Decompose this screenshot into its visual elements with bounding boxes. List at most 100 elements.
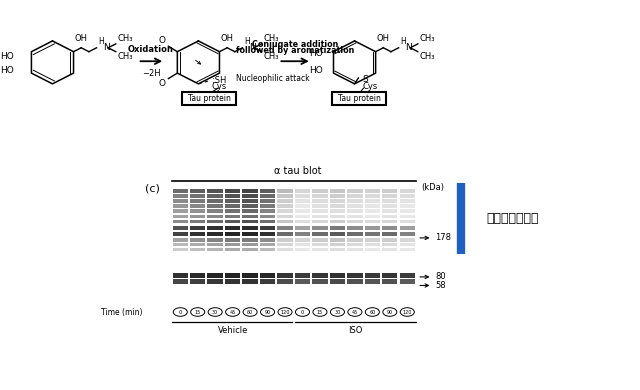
Bar bbox=[295, 243, 310, 246]
Bar bbox=[295, 204, 310, 208]
Bar bbox=[225, 209, 241, 213]
Bar bbox=[347, 194, 363, 198]
Bar bbox=[399, 194, 415, 198]
Text: CH₃: CH₃ bbox=[118, 53, 133, 62]
Bar bbox=[243, 199, 258, 203]
Bar bbox=[260, 215, 275, 218]
Bar bbox=[295, 232, 310, 236]
Bar bbox=[347, 209, 363, 213]
Text: OH: OH bbox=[75, 34, 88, 43]
Text: 58: 58 bbox=[420, 281, 446, 290]
Bar bbox=[173, 226, 188, 230]
Bar bbox=[277, 199, 292, 203]
Bar bbox=[312, 199, 328, 203]
Bar bbox=[207, 194, 223, 198]
Text: CH₃: CH₃ bbox=[118, 34, 133, 43]
Text: :SH: :SH bbox=[212, 76, 226, 85]
Text: 30: 30 bbox=[334, 310, 340, 314]
Bar bbox=[399, 238, 415, 241]
Bar bbox=[243, 248, 258, 251]
Bar bbox=[347, 189, 363, 193]
Text: α tau blot: α tau blot bbox=[275, 166, 322, 176]
Bar bbox=[207, 279, 223, 284]
Bar bbox=[312, 232, 328, 236]
Bar bbox=[260, 194, 275, 198]
Bar bbox=[330, 238, 345, 241]
Bar bbox=[260, 199, 275, 203]
Text: S: S bbox=[362, 74, 368, 84]
Bar bbox=[399, 226, 415, 230]
Bar bbox=[330, 189, 345, 193]
Bar bbox=[330, 194, 345, 198]
Bar bbox=[277, 248, 292, 251]
Bar bbox=[225, 243, 241, 246]
Bar bbox=[277, 194, 292, 198]
Text: Oxidation: Oxidation bbox=[128, 45, 174, 54]
Bar bbox=[382, 273, 397, 278]
Bar bbox=[225, 226, 241, 230]
Bar bbox=[312, 204, 328, 208]
Bar bbox=[243, 226, 258, 230]
Bar bbox=[277, 243, 292, 246]
Bar bbox=[190, 232, 205, 236]
Bar bbox=[295, 248, 310, 251]
Bar bbox=[207, 248, 223, 251]
Bar bbox=[295, 273, 310, 278]
Bar bbox=[260, 226, 275, 230]
Text: 15: 15 bbox=[317, 310, 323, 314]
Bar bbox=[190, 215, 205, 218]
Text: 60: 60 bbox=[247, 310, 253, 314]
Text: Nucleophilic attack: Nucleophilic attack bbox=[236, 74, 309, 83]
Bar bbox=[173, 238, 188, 241]
Bar bbox=[173, 220, 188, 223]
Text: Tau protein: Tau protein bbox=[188, 94, 230, 103]
Bar bbox=[312, 209, 328, 213]
Bar bbox=[173, 273, 188, 278]
Bar bbox=[243, 243, 258, 246]
Bar bbox=[347, 232, 363, 236]
Bar bbox=[347, 273, 363, 278]
Bar bbox=[260, 204, 275, 208]
Bar bbox=[330, 248, 345, 251]
Bar bbox=[312, 279, 328, 284]
Bar bbox=[330, 220, 345, 223]
Text: H: H bbox=[98, 37, 104, 46]
Bar bbox=[312, 248, 328, 251]
Bar bbox=[190, 204, 205, 208]
Bar bbox=[277, 273, 292, 278]
Text: H: H bbox=[400, 37, 406, 46]
Bar bbox=[399, 232, 415, 236]
Bar bbox=[347, 243, 363, 246]
Bar bbox=[260, 220, 275, 223]
Text: (c): (c) bbox=[145, 183, 159, 193]
Bar bbox=[399, 243, 415, 246]
Bar bbox=[295, 215, 310, 218]
Bar bbox=[312, 243, 328, 246]
Bar bbox=[173, 248, 188, 251]
Bar bbox=[190, 209, 205, 213]
FancyBboxPatch shape bbox=[332, 92, 386, 105]
Bar bbox=[295, 194, 310, 198]
Text: N: N bbox=[103, 43, 109, 52]
Bar bbox=[190, 220, 205, 223]
Text: H: H bbox=[244, 37, 250, 46]
Bar bbox=[190, 194, 205, 198]
Bar bbox=[277, 220, 292, 223]
Bar bbox=[365, 199, 380, 203]
Bar bbox=[243, 273, 258, 278]
Bar bbox=[260, 248, 275, 251]
Text: O: O bbox=[159, 80, 166, 89]
Bar bbox=[225, 238, 241, 241]
Bar bbox=[382, 232, 397, 236]
Text: タウオリゴマー: タウオリゴマー bbox=[486, 212, 539, 225]
Bar bbox=[382, 194, 397, 198]
Bar bbox=[225, 232, 241, 236]
Text: 30: 30 bbox=[212, 310, 218, 314]
Bar bbox=[190, 279, 205, 284]
Text: 178: 178 bbox=[420, 233, 451, 243]
Text: CH₃: CH₃ bbox=[420, 34, 435, 43]
Bar bbox=[207, 232, 223, 236]
Bar bbox=[207, 199, 223, 203]
Text: Cys: Cys bbox=[362, 82, 378, 91]
Bar bbox=[207, 220, 223, 223]
